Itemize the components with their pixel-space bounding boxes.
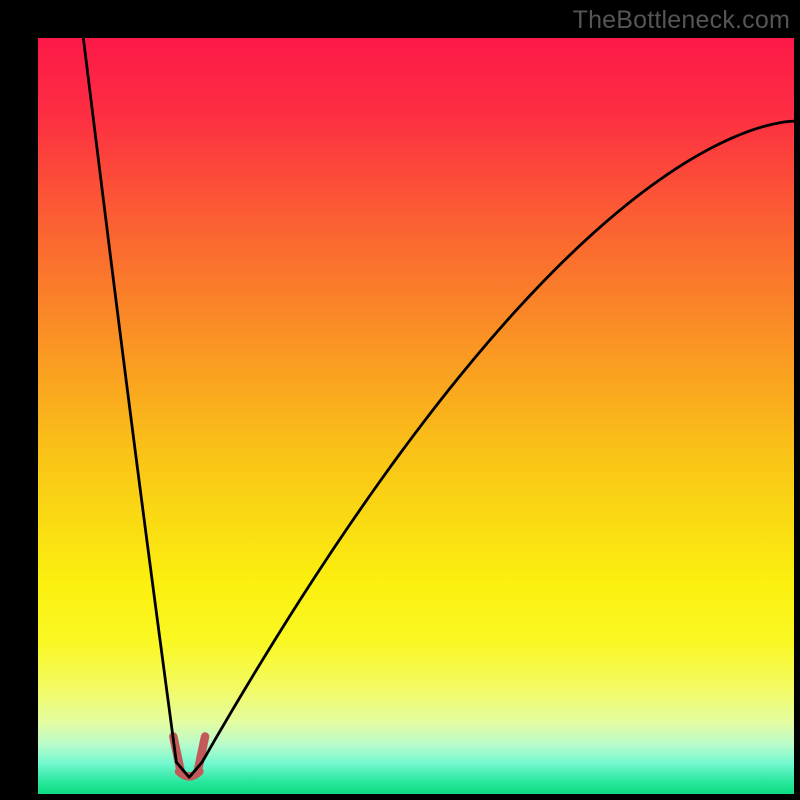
plot-area (38, 38, 794, 794)
chart-svg (38, 38, 794, 794)
valley-marker (173, 737, 205, 777)
watermark-text: TheBottleneck.com (573, 6, 790, 35)
bottleneck-curve (83, 38, 794, 777)
